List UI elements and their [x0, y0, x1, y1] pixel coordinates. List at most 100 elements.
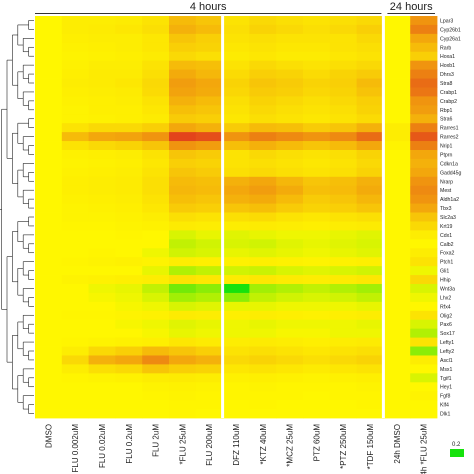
heatmap-cell: [383, 78, 411, 88]
heatmap-cell: [303, 248, 331, 258]
heatmap-cell: [222, 257, 250, 267]
heatmap-cell: [383, 141, 411, 151]
heatmap-cell: [169, 364, 197, 374]
heatmap-cell: [356, 373, 384, 383]
heatmap-cell: [142, 16, 170, 26]
row-label: Dhrs3: [440, 72, 454, 78]
heatmap-cell: [276, 284, 304, 294]
heatmap-cell: [115, 176, 143, 187]
row-label: Cdx1: [440, 233, 452, 239]
heatmap-cell: [61, 284, 89, 294]
heatmap-cell: [195, 185, 223, 196]
heatmap-cell: [195, 114, 223, 124]
heatmap-cell: [222, 328, 250, 338]
row-label: Stra6: [440, 117, 453, 123]
heatmap-cell: [276, 123, 304, 133]
heatmap-cell: [169, 42, 197, 53]
heatmap-cell: [249, 248, 277, 258]
heatmap-cell: [142, 328, 170, 338]
heatmap-cell: [249, 221, 277, 231]
heatmap-cell: [249, 42, 277, 53]
heatmap-cell: [61, 123, 89, 133]
heatmap-cell: [61, 337, 89, 347]
row-label: Crabp2: [440, 99, 457, 105]
heatmap-cell: [88, 310, 116, 321]
heatmap-cell: [249, 24, 277, 35]
heatmap-cell: [195, 400, 223, 410]
heatmap-cell: [115, 275, 143, 285]
heatmap-cell: [303, 96, 331, 106]
heatmap-cell: [195, 42, 223, 53]
heatmap-cell: [276, 275, 304, 285]
heatmap-cell: [142, 364, 170, 374]
heatmap-cell: [356, 194, 384, 204]
heatmap-cell: [410, 364, 438, 374]
heatmap-cell: [195, 266, 223, 276]
heatmap-cell: [222, 382, 250, 392]
heatmap-cell: [356, 230, 384, 240]
row-label: Rarb: [440, 45, 451, 51]
heatmap-cell: [383, 203, 411, 213]
heatmap-cell: [142, 114, 170, 124]
heatmap-cell: [356, 69, 384, 79]
heatmap-cell: [356, 150, 384, 160]
heatmap-cell: [303, 42, 331, 53]
heatmap-cell: [61, 257, 89, 267]
heatmap-cell: [329, 373, 357, 383]
heatmap-cell: [195, 275, 223, 285]
heatmap-cell: [222, 24, 250, 35]
heatmap-cell: [195, 328, 223, 338]
heatmap-cell: [35, 167, 63, 178]
heatmap-cell: [35, 150, 63, 160]
heatmap-cell: [88, 51, 116, 62]
row-label: Dlk1: [440, 412, 450, 418]
heatmap-cell: [303, 337, 331, 347]
heatmap-cell: [169, 114, 197, 124]
heatmap-cell: [222, 409, 250, 419]
heatmap-cell: [35, 400, 63, 410]
heatmap-cell: [115, 292, 143, 303]
heatmap-cell: [276, 409, 304, 419]
heatmap-cell: [249, 60, 277, 70]
heatmap-cell: [195, 16, 223, 26]
heatmap-cell: [169, 400, 197, 410]
heatmap-cell: [169, 24, 197, 35]
heatmap-cell: [61, 158, 89, 169]
heatmap-cell: [356, 78, 384, 88]
heatmap-cell: [276, 176, 304, 187]
color-legend: 0.2: [450, 442, 464, 457]
heatmap-cell: [142, 292, 170, 303]
heatmap-cell: [303, 176, 331, 187]
heatmap-cell: [329, 114, 357, 124]
heatmap-cell: [115, 51, 143, 62]
heatmap-cell: [249, 409, 277, 419]
heatmap-cell: [35, 158, 63, 169]
heatmap-cell: [61, 69, 89, 79]
heatmap-cell: [35, 257, 63, 267]
heatmap-cell: [169, 96, 197, 106]
heatmap-cell: [410, 382, 438, 392]
heatmap-cell: [410, 203, 438, 213]
heatmap-cell: [115, 96, 143, 106]
column-label: PTZ 60uM: [312, 424, 321, 462]
row-label: Hey1: [440, 385, 452, 391]
heatmap-cell: [35, 409, 63, 419]
row-label: Hoxa1: [440, 54, 455, 60]
heatmap-cell: [61, 114, 89, 124]
heatmap-cell: [356, 382, 384, 392]
heatmap-cell: [383, 382, 411, 392]
heatmap-cell: [383, 167, 411, 178]
heatmap-cell: [410, 78, 438, 88]
heatmap-cell: [276, 167, 304, 178]
heatmap-cell: [88, 176, 116, 187]
heatmap-cell: [195, 132, 223, 142]
heatmap-cell: [222, 78, 250, 88]
heatmap-cell: [169, 239, 197, 249]
heatmap-cell: [249, 373, 277, 383]
heatmap-cell: [195, 346, 223, 356]
heatmap-cell: [329, 346, 357, 356]
heatmap-cell: [356, 212, 384, 222]
heatmap-cell: [410, 337, 438, 347]
heatmap-cell: [142, 132, 170, 142]
heatmap-cell: [88, 337, 116, 347]
